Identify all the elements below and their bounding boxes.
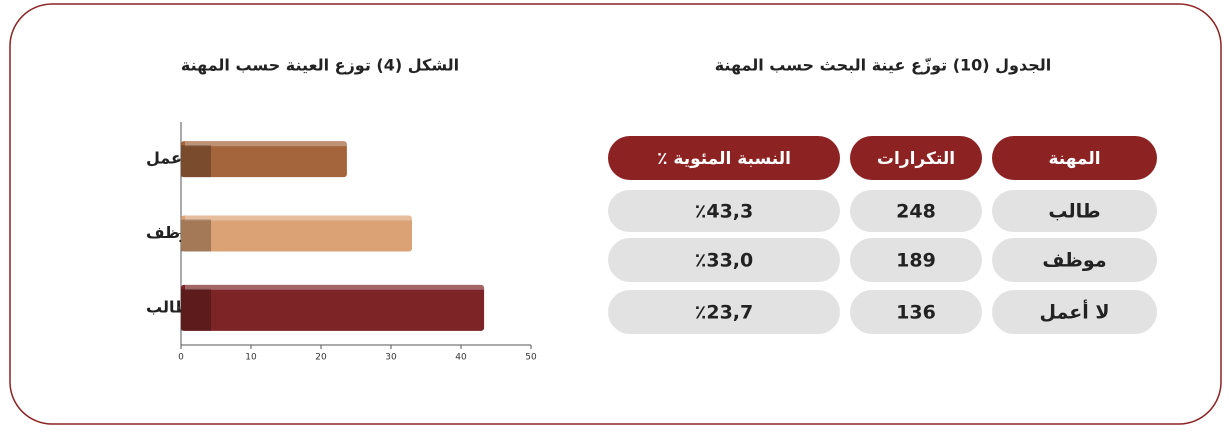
cell (992, 190, 1157, 232)
bar (181, 141, 347, 178)
header-cell (992, 136, 1157, 180)
header-cell (850, 136, 982, 180)
cell-text: ٪43,3 (695, 201, 753, 223)
table-title: الجدول (10) توزّع عينة البحث حسب المهنة (715, 56, 1052, 75)
y-tick-label: طالب (146, 297, 190, 316)
header-cell (608, 136, 840, 180)
cell (608, 238, 840, 282)
cell-text: ٪33,0 (695, 250, 753, 272)
x-tick-label: 10 (245, 353, 257, 363)
bar-end (181, 288, 211, 331)
cell-text: 248 (896, 201, 936, 223)
cell (992, 238, 1157, 282)
cell-text: طالب (1048, 201, 1100, 223)
x-tick-label: 40 (455, 353, 467, 363)
bar (181, 215, 412, 252)
table: المهنة التكرارات النسبة المئوية ٪ طالب 248 ٪4… (608, 136, 1157, 334)
bar (181, 284, 485, 331)
chart-title: الشكل (4) توزع العينة حسب المهنة (181, 56, 459, 75)
cell-text: 136 (896, 302, 936, 324)
header-text: التكرارات (877, 149, 955, 169)
header-text: المهنة (1048, 149, 1100, 169)
x-tick-label: 50 (525, 353, 537, 363)
cell (850, 290, 982, 334)
cell-text: 189 (896, 250, 936, 272)
x-tick-label: 20 (315, 353, 327, 363)
cell (850, 238, 982, 282)
x-tick-label: 30 (385, 353, 397, 363)
x-tick-label: 0 (178, 353, 184, 363)
bar-end (181, 219, 211, 252)
cell-text: موظف (1042, 250, 1106, 272)
bar-top (185, 141, 347, 147)
cell (608, 290, 840, 334)
bar-top (185, 215, 412, 221)
bar-end (181, 145, 211, 178)
header-text: النسبة المئوية ٪ (657, 149, 791, 169)
cell-text: ٪23,7 (695, 302, 753, 324)
cell (608, 190, 840, 232)
cell-text: لا أعمل (1040, 300, 1110, 324)
cell (850, 190, 982, 232)
bar-top (185, 284, 485, 290)
cell (992, 290, 1157, 334)
